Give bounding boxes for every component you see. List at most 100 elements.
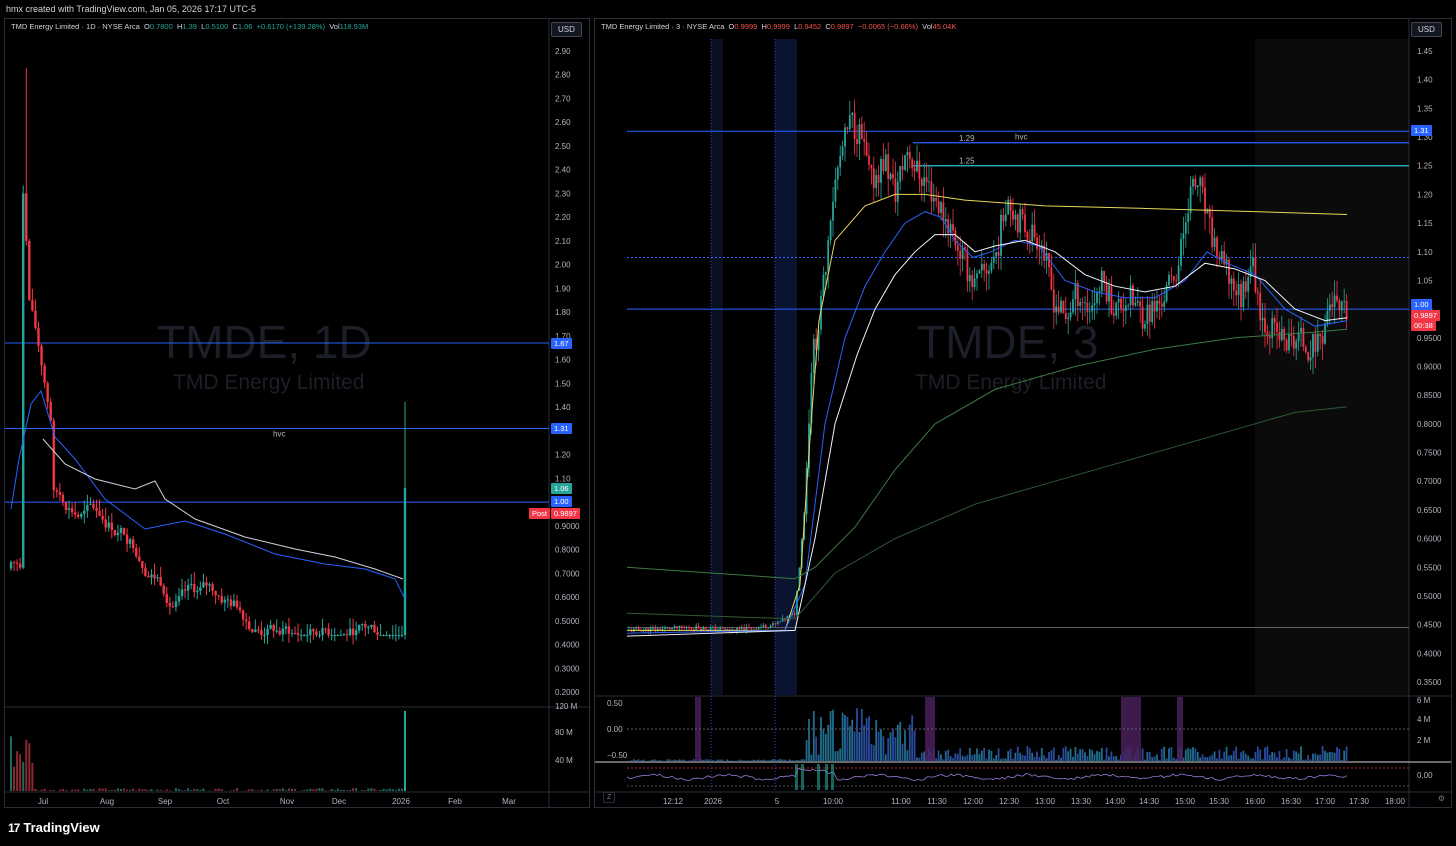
left-candle-body [138,556,141,562]
left-volume-bar [214,788,217,791]
right-candle-body [959,250,962,259]
right-candle-body [1084,302,1086,304]
left-volume-bar [116,788,119,791]
left-price-tick: 2.80 [555,71,571,80]
right-volume-bar [1012,758,1014,761]
right-price-tick: 0.7500 [1417,449,1442,458]
left-volume-bar [245,790,248,791]
left-candle-body [397,635,401,637]
rsi-spike-bar [817,764,820,790]
right-candle-body [884,154,887,171]
right-candle-body [920,179,923,186]
left-currency-button[interactable]: USD [551,22,582,37]
left-volume-bar [77,789,80,791]
left-time-tick: Mar [502,797,516,806]
right-candle-body [1204,187,1206,214]
right-chart-canvas[interactable]: 1.45 1.40 1.35 1.30 1.25 1.20 1.15 1.10 1.05 1.00… [595,19,1452,808]
left-candle-body [223,599,226,603]
right-candle-body [1288,333,1290,351]
right-volume-bar [803,759,806,761]
left-candle-body [244,619,248,622]
right-volume-bar [659,760,662,761]
right-candle-body [1206,208,1209,214]
right-candle-body [925,177,928,183]
right-volume-bar [884,754,887,761]
right-volume-bar [1276,757,1278,761]
right-volume-bar [1218,749,1221,761]
right-candle-body [928,181,930,183]
right-candle-body [1240,283,1242,308]
left-volume-bar [379,789,382,791]
right-candle-body [1196,185,1199,188]
right-tag-1-31: 1.31 [1411,125,1432,136]
right-candle-body [923,177,926,186]
premarket-shade-1 [711,39,723,695]
left-volume-bar [321,788,324,791]
right-volume-bar [796,759,798,761]
left-candle-body [238,607,242,611]
right-candle-body [1218,256,1221,260]
left-candle-body [364,624,367,628]
daily-chart-panel[interactable]: TMD Energy Limited · 1D · NYSE Arca O0.7… [4,18,590,808]
right-candle-body [755,628,758,630]
right-candle-body [779,621,782,623]
tradingview-logo[interactable]: 17 TradingView [8,820,100,835]
left-volume-bar [364,790,367,791]
zoom-button[interactable]: Z [603,792,616,803]
left-candle-body [174,601,178,607]
right-candle-body [1271,318,1274,339]
left-candle-body [86,504,89,511]
right-candle-body [1122,308,1125,311]
left-hvc-label: hvc [273,429,285,438]
right-candle-body [1309,357,1312,361]
left-volume-bar [64,790,67,791]
right-candle-body [954,230,957,246]
right-volume-bar [745,760,748,761]
right-candle-body [827,240,830,272]
left-tag-1-31: 1.31 [551,423,572,434]
right-volume-bar [1314,753,1317,761]
right-volume-bar [923,751,926,761]
right-currency-button[interactable]: USD [1411,22,1442,37]
right-volume-bar [702,759,705,761]
right-volume-bar [980,750,983,761]
right-volume-bar [870,744,873,761]
right-candle-body [1139,301,1142,307]
right-candle-body [1187,213,1190,223]
left-tag-post: Post [529,508,551,519]
left-volume-bar [150,789,153,791]
right-symbol-name[interactable]: TMD Energy Limited · 3 · NYSE Arca [601,22,725,31]
right-candle-body [680,625,683,628]
left-volume-bar [184,790,187,791]
left-time-tick: 2026 [392,797,410,806]
right-volume-bar [1175,758,1178,761]
right-volume-bar [841,712,844,761]
right-volume-bar [1000,759,1002,761]
right-candle-body [683,627,686,629]
left-volume-bar [312,789,315,791]
screenshot-caption: hmx created with TradingView.com, Jan 05… [6,4,256,14]
right-candle-body [1232,278,1235,291]
right-candle-body [654,628,657,631]
left-time-tick: Aug [100,797,114,806]
right-volume-bar [1228,755,1230,761]
right-volume-bar [1216,758,1218,761]
right-volume-bar [1220,758,1223,761]
left-chart-canvas[interactable]: 2.90 2.80 2.70 2.60 2.50 2.40 2.30 2.20 2.10 2.00… [5,19,590,808]
right-volume-bar [788,759,791,761]
right-candle-body [760,626,762,628]
right-volume-bar [779,759,782,761]
right-volume-bar [808,718,810,761]
left-candle-body [266,628,269,636]
right-volume-bar [1204,756,1206,761]
left-symbol-name[interactable]: TMD Energy Limited · 1D · NYSE Arca [11,22,140,31]
right-volume-bar [954,753,957,761]
left-price-tick: 0.9000 [555,522,580,531]
right-volume-bar [988,749,990,761]
left-volume-bar [217,788,220,791]
right-candle-body [1096,292,1098,304]
gear-icon[interactable]: ⚙ [1437,794,1445,803]
right-volume-bar [1309,759,1312,761]
intraday-chart-panel[interactable]: TMD Energy Limited · 3 · NYSE Arca O0.99… [594,18,1452,808]
left-time-tick: Feb [448,797,462,806]
